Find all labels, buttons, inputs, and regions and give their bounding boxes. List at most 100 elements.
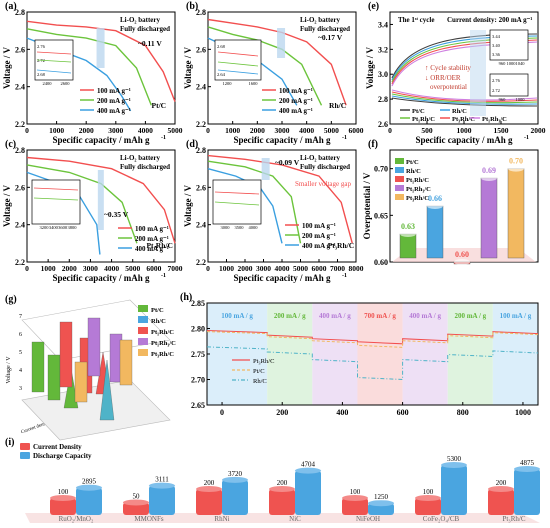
bar-top	[488, 486, 514, 492]
bar-top	[50, 495, 76, 501]
y-tick-label: 2.8	[15, 8, 25, 17]
inset-line	[217, 51, 259, 57]
segment-label: 100 mA / g	[500, 312, 532, 320]
y-axis-label: Voltage / V	[183, 47, 193, 90]
panel-label: (b)	[186, 1, 198, 12]
panel-label: (h)	[180, 292, 192, 303]
x-tick-label: 2000	[79, 126, 94, 135]
3d-cone	[63, 367, 79, 409]
x-tick-label: 6000	[146, 264, 161, 273]
panel-label: (g)	[5, 294, 17, 305]
inset-line	[36, 51, 72, 55]
current-density-label: 200	[277, 479, 288, 487]
catalyst-label: Pt₁Rh/C	[146, 241, 172, 250]
legend-label: 100 mA g⁻¹	[97, 87, 131, 95]
bar-top	[295, 467, 321, 474]
current-density-bar	[342, 498, 368, 515]
x-tick-label: 6000	[349, 126, 364, 135]
x-tick-label: 1000	[49, 126, 64, 135]
discharge-capacity-label: 5300	[447, 455, 462, 463]
series-line-1	[207, 160, 302, 244]
y-tick-label: 3.2	[378, 45, 388, 54]
legend-swatch	[138, 327, 148, 334]
bar-top	[269, 486, 295, 492]
y-tick-label: 2.2	[196, 120, 206, 129]
x-tick-label: 7000	[330, 264, 345, 273]
x-tick-label: 2000	[531, 126, 546, 135]
y-axis-label: Overpotential / V	[362, 172, 372, 239]
y-tick-label: 2.4	[196, 83, 206, 92]
series-line-0	[207, 154, 353, 244]
legend-swatch	[20, 443, 30, 450]
current-density-label: 200	[496, 479, 507, 487]
bar-top	[342, 495, 368, 501]
y-axis-label: Voltage / V	[6, 356, 12, 384]
bar-top	[415, 495, 441, 501]
segment-label: 200 mA / g	[454, 312, 486, 320]
inset-line	[33, 187, 79, 191]
current-density-bar	[488, 489, 514, 515]
bar-top	[76, 484, 102, 491]
bar-top	[508, 165, 524, 172]
inset-x-label: 960	[499, 97, 507, 102]
inset-line	[217, 61, 259, 67]
inset-x-label: 3400	[49, 225, 59, 230]
y-tick-label: 2.4	[15, 221, 25, 230]
x-tick-label: 600	[397, 408, 409, 417]
y-tick-label: 2.2	[196, 258, 206, 267]
bar-value-label: 0.70	[509, 157, 523, 166]
highlight-band	[97, 170, 104, 230]
3d-bar	[74, 361, 88, 403]
legend-label: Pt₁Rh/C	[412, 116, 435, 123]
y-axis-label: Voltage / V	[2, 185, 12, 228]
y-tick-label: 2.6	[378, 120, 388, 129]
y-tick-label: 2.6	[196, 45, 206, 54]
x-tick-label: 1000	[515, 408, 531, 417]
y-tick-label: 0.65	[374, 211, 388, 220]
x-axis-label: Specific capacity / mAh g	[53, 273, 150, 283]
discharge-capacity-label: 4704	[301, 461, 316, 469]
inset-y-label: 2.68	[37, 72, 46, 77]
panel-label: (c)	[5, 139, 16, 150]
x-tick-label: 400	[336, 408, 348, 417]
legend-label: Pt₁Rh₃/C	[482, 116, 507, 123]
y-tick-label: 2.75	[191, 350, 205, 359]
y-tick-label: 2.8	[196, 146, 206, 155]
legend-label: Pt₃Rh/C	[253, 358, 274, 365]
segment-label: 700 mA / g	[364, 312, 396, 320]
legend-label: 400 mA g⁻¹	[97, 107, 131, 115]
inset-x-label: 960	[499, 61, 507, 66]
legend-label: Rh/C	[253, 378, 267, 385]
x-tick-label: 0	[206, 264, 210, 273]
y-tick-label: 2.8	[196, 8, 206, 17]
legend-label: Pt/C	[253, 368, 265, 375]
panel-label: (a)	[5, 1, 17, 12]
current-segment	[402, 303, 448, 405]
plot-frame	[26, 11, 176, 125]
x-tick-label: 5000	[293, 264, 308, 273]
legend-swatch	[395, 158, 404, 164]
x-tick-label: 0	[25, 264, 29, 273]
inset-line	[36, 69, 72, 74]
x-axis-label-sup: -1	[161, 273, 166, 279]
x-tick-label: 4000	[138, 126, 153, 135]
inset-y-label: 2.72	[492, 88, 500, 93]
panel-label: (i)	[5, 437, 14, 448]
3d-bar	[87, 317, 101, 377]
x-tick-label: 7000	[168, 264, 183, 273]
voltage-trace-1	[206, 331, 539, 348]
discharge-curve	[391, 97, 538, 107]
current-density-label: 100	[423, 488, 434, 496]
x-tick-label: 2000	[62, 264, 77, 273]
x-tick-label: 3000	[83, 264, 98, 273]
battery-label: Li-O₂ battery	[300, 16, 341, 24]
bar-top	[196, 486, 222, 492]
inset-x-label: 3600	[58, 225, 68, 230]
current-density-label: 100	[350, 488, 361, 496]
legend-swatch	[395, 185, 404, 191]
legend-label: Rh/C	[452, 108, 467, 115]
current-segment	[312, 303, 358, 405]
3d-bar	[59, 321, 73, 388]
inset-x-label: 3800	[68, 225, 78, 230]
